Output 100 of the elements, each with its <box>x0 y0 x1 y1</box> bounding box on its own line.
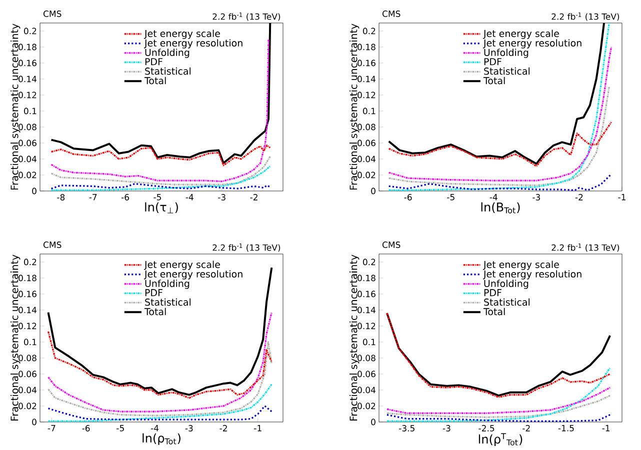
y-tick-label: 0.04 <box>358 156 376 162</box>
x-tick-label: -7 <box>48 425 56 432</box>
legend-label: Total <box>144 76 166 84</box>
y-tick-label: 0.1 <box>363 338 376 346</box>
y-tick-label: 0.2 <box>24 28 36 34</box>
legend-label: Jet energy resolution <box>482 39 582 48</box>
legend-label: PDF <box>484 289 502 296</box>
x-tick-label: -3 <box>218 194 226 200</box>
y-tick-label: 0.2 <box>363 258 376 266</box>
legend-label: Unfolding <box>484 280 528 289</box>
chart-title: CMS <box>382 10 400 17</box>
y-tick-label: 0.06 <box>358 370 376 378</box>
x-axis-title: ln(ρ$^{T}$$_{Tot}$) <box>478 433 522 446</box>
line-series <box>388 121 612 167</box>
legend-label: Statistical <box>484 67 530 75</box>
legend-label: Total <box>483 76 505 84</box>
x-tick-label: -2 <box>575 194 583 200</box>
y-tick-label: 0.08 <box>358 354 376 362</box>
y-tick-label: 0.08 <box>18 124 36 130</box>
y-tick-label: 0.18 <box>358 274 376 282</box>
legend-label: PDF <box>145 58 162 66</box>
y-tick-label: 0 <box>32 188 36 194</box>
y-tick-label: 0.16 <box>18 60 36 66</box>
y-tick-label: 0.02 <box>358 172 376 178</box>
x-tick-label: -5 <box>154 194 161 200</box>
y-tick-label: 0.12 <box>18 322 36 330</box>
y-tick-label: 0.1 <box>24 338 36 346</box>
legend-label: Jet energy scale <box>144 30 220 39</box>
x-tick-label: -1.5 <box>558 425 574 432</box>
y-tick-label: 0.08 <box>18 354 36 362</box>
y-tick-label: 0.2 <box>363 28 376 34</box>
legend-label: Jet energy scale <box>144 260 220 270</box>
line-series <box>47 330 272 399</box>
x-tick-label: -2 <box>522 425 530 432</box>
x-tick-label: -5 <box>447 194 454 200</box>
line-series <box>47 384 272 422</box>
legend-label: Total <box>483 308 505 316</box>
x-axis-title: ln(τ$_{⊥}$) <box>145 202 178 214</box>
y-tick-label: 0.04 <box>18 156 36 162</box>
x-tick-label: -2 <box>250 194 258 200</box>
line-series <box>386 414 611 422</box>
legend-label: Jet energy resolution <box>482 270 582 280</box>
x-tick-label: -6 <box>404 194 412 200</box>
x-tick-label: -1 <box>618 194 626 200</box>
y-tick-label: 0.06 <box>18 140 36 146</box>
x-axis-title: ln(ρ$_{Tot}$) <box>142 433 180 445</box>
legend-label: Jet energy scale <box>482 260 559 270</box>
legend-label: Total <box>144 308 166 316</box>
y-tick-label: 0.12 <box>358 92 376 98</box>
legend-label: Jet energy scale <box>482 30 559 39</box>
x-tick-label: -6 <box>121 194 130 200</box>
x-tick-label: -4 <box>186 194 194 200</box>
legend-label: PDF <box>484 58 502 66</box>
chart-subtitle: 2.2 fb$^{-1}$ (13 TeV) <box>212 244 280 252</box>
chart-subtitle: 2.2 fb$^{-1}$ (13 TeV) <box>552 12 620 21</box>
x-tick-label: -3 <box>185 425 193 432</box>
legend-label: Statistical <box>484 298 530 306</box>
y-tick-label: 0 <box>371 188 376 194</box>
x-tick-label: -3.5 <box>399 425 414 432</box>
x-tick-label: -5 <box>116 425 124 432</box>
x-tick-label: -3 <box>532 194 540 200</box>
x-axis-title: ln(B$_{Tot}$) <box>481 202 520 214</box>
y-tick-label: 0 <box>371 418 376 426</box>
y-tick-label: 0.02 <box>358 402 376 410</box>
y-tick-label: 0.18 <box>358 44 376 50</box>
line-series <box>386 366 611 422</box>
x-tick-label: -2.5 <box>478 425 494 432</box>
chart-subtitle: 2.2 fb$^{-1}$ (13 TeV) <box>212 12 280 21</box>
line-series <box>50 144 271 166</box>
y-tick-label: 0.08 <box>358 124 376 130</box>
chart-subtitle: 2.2 fb$^{-1}$ (13 TeV) <box>552 244 620 252</box>
chart-title: CMS <box>382 242 400 248</box>
y-tick-label: 0.02 <box>18 402 36 410</box>
legend-label: PDF <box>145 289 162 296</box>
x-tick-label: -4 <box>150 425 159 432</box>
y-tick-label: 0.04 <box>358 386 376 394</box>
y-tick-label: 0.2 <box>24 258 36 266</box>
y-tick-label: 0.16 <box>358 290 376 298</box>
y-tick-label: 0.14 <box>18 306 36 314</box>
y-tick-label: 0.12 <box>358 322 376 330</box>
y-tick-label: 0.16 <box>18 290 36 298</box>
x-tick-label: -4 <box>490 194 498 200</box>
x-tick-label: -7 <box>89 194 97 200</box>
legend-label: Unfolding <box>145 48 190 58</box>
x-tick-label: -6 <box>82 425 90 432</box>
legend-label: Jet energy resolution <box>144 270 242 280</box>
y-tick-label: 0 <box>32 418 36 426</box>
chart-title: CMS <box>44 10 62 17</box>
legend-label: Statistical <box>145 298 191 306</box>
x-tick-label: -3 <box>442 425 450 432</box>
y-tick-label: 0.04 <box>18 386 36 394</box>
y-tick-label: 0.12 <box>18 92 36 98</box>
x-tick-label: -2 <box>220 425 227 432</box>
y-tick-label: 0.06 <box>18 370 36 378</box>
y-tick-label: 0.18 <box>18 44 36 50</box>
x-tick-label: -1 <box>254 425 262 432</box>
y-tick-label: 0.14 <box>358 76 376 82</box>
legend-label: Unfolding <box>145 280 190 289</box>
legend-label: Statistical <box>145 67 191 75</box>
line-series <box>388 22 610 191</box>
